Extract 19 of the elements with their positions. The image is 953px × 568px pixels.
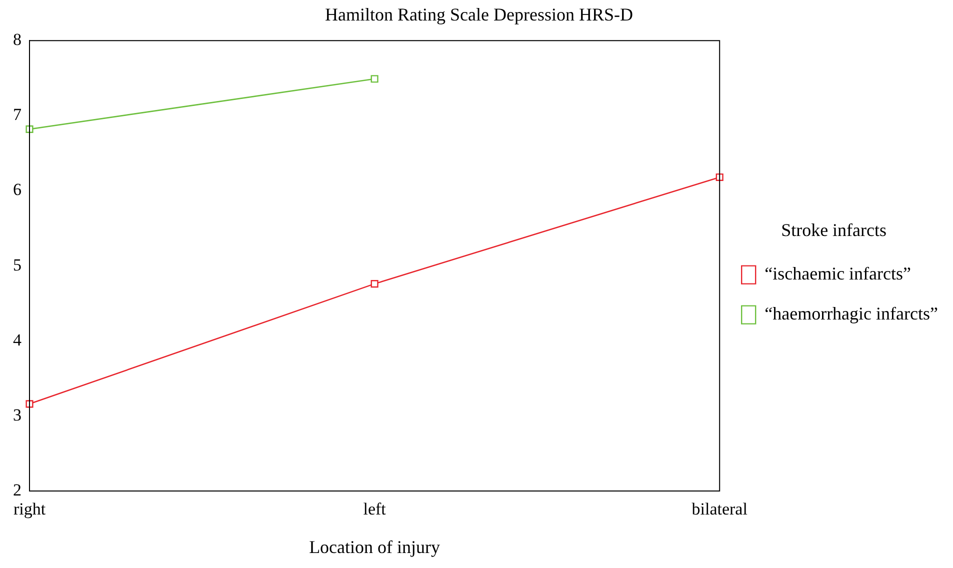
x-axis-title: Location of injury xyxy=(309,536,440,557)
y-tick-label: 5 xyxy=(13,255,22,274)
y-tick-label: 6 xyxy=(13,180,22,200)
point xyxy=(370,280,378,288)
y-tick-label: 8 xyxy=(13,30,22,50)
legend-label: “haemorrhagic infarcts” xyxy=(764,304,938,324)
y-tick-label: 4 xyxy=(13,330,22,350)
point xyxy=(370,75,378,83)
x-tick-label: left xyxy=(363,500,386,519)
legend-title: Stroke infarcts xyxy=(781,220,887,240)
point xyxy=(26,400,34,408)
point xyxy=(26,125,34,133)
chart-title: Hamilton Rating Scale Depression HRS-D xyxy=(325,4,633,25)
y-tick-label: 7 xyxy=(13,105,22,124)
x-tick-label: right xyxy=(13,500,46,519)
y-tick-label: 2 xyxy=(13,480,22,500)
x-tick-label: bilateral xyxy=(692,500,748,519)
legend-label: “ischaemic infarcts” xyxy=(764,264,912,284)
y-tick-label: 3 xyxy=(13,405,22,424)
